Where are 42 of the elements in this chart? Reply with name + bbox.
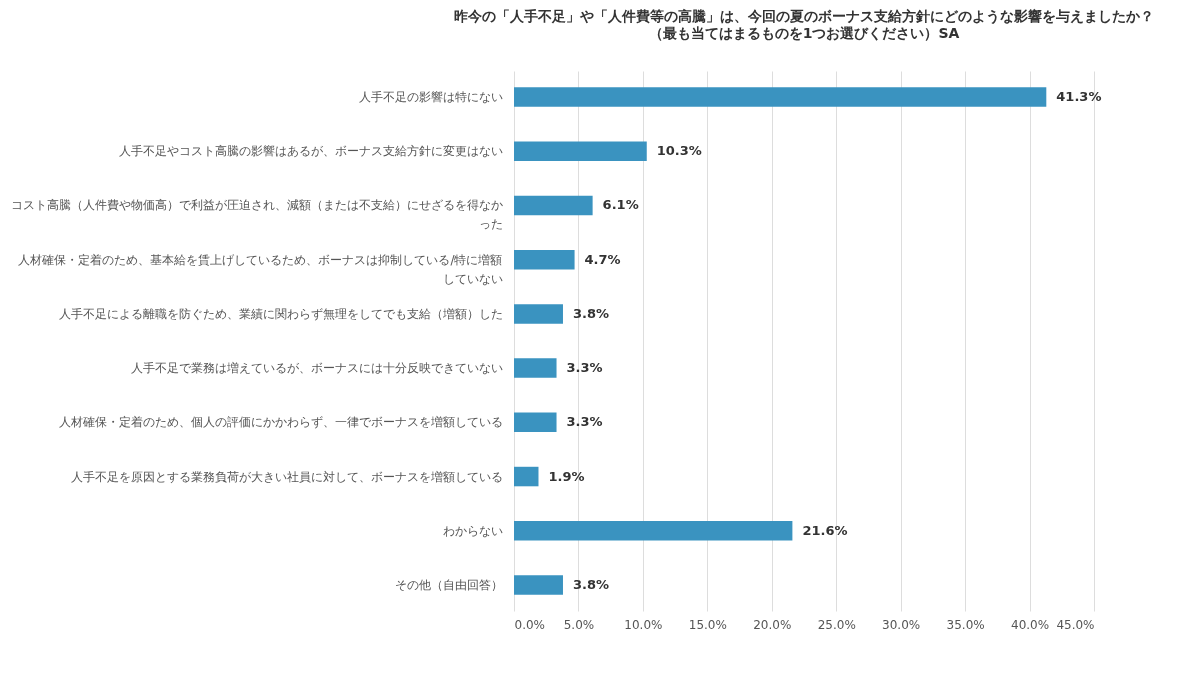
- data-label: 3.8%: [572, 305, 610, 321]
- bar: [514, 521, 793, 541]
- y-tick-label: 人材確保・定着のため、基本給を賃上げしているため、ボーナスは抑制している/特に増額していない: [18, 252, 503, 286]
- bar: [514, 195, 593, 216]
- bar: [514, 87, 1047, 107]
- y-tick-label: コスト高騰（人件費や物価高）で利益が圧迫され、減額（または不支給）にせざるを得なかった: [10, 198, 503, 232]
- x-tick-label: 10.0%: [624, 617, 663, 632]
- data-label: 4.7%: [584, 251, 621, 267]
- bar: [514, 412, 557, 433]
- x-tick-label: 5.0%: [563, 617, 595, 632]
- x-tick-label: 25.0%: [817, 617, 856, 632]
- bar: [514, 466, 539, 487]
- x-tick-label: 30.0%: [882, 617, 921, 632]
- y-tick-label: 人手不足による離職を防ぐため、業績に関わらず無理をしてでも支給（増額）した: [58, 306, 503, 321]
- chart-subtitle: （最も当てはまるものを1つお選びください）SA: [648, 25, 960, 41]
- bar: [514, 358, 557, 378]
- x-tick-label: 20.0%: [753, 617, 792, 632]
- bar: [514, 575, 563, 595]
- x-tick-label: 0.0%: [514, 617, 545, 632]
- data-label: 1.9%: [548, 468, 585, 484]
- data-label: 3.3%: [566, 360, 603, 376]
- y-tick-label: わからない: [442, 523, 503, 538]
- x-tick-label: 45.0%: [1056, 617, 1095, 632]
- x-tick-label: 35.0%: [946, 617, 985, 632]
- bar: [514, 304, 563, 324]
- y-tick-label: 人手不足やコスト高騰の影響はあるが、ボーナス支給方針に変更はない: [118, 144, 503, 159]
- y-tick-label: 人手不足で業務は増えているが、ボーナスには十分反映できていない: [130, 361, 503, 376]
- y-tick-label: 人手不足を原因とする業務負荷が大きい社員に対して、ボーナスを増額している: [70, 469, 503, 484]
- bar: [514, 249, 575, 270]
- x-tick-label: 15.0%: [688, 617, 727, 632]
- data-label: 3.8%: [572, 576, 610, 592]
- data-label: 21.6%: [802, 522, 848, 538]
- data-label: 3.3%: [566, 414, 603, 430]
- data-label: 6.1%: [602, 197, 639, 213]
- y-tick-label: 人手不足の影響は特にない: [358, 90, 503, 105]
- data-label: 41.3%: [1056, 89, 1102, 105]
- data-label: 10.3%: [656, 143, 702, 159]
- y-tick-label: 人材確保・定着のため、個人の評価にかかわらず、一律でボーナスを増額している: [58, 415, 503, 430]
- chart-title: 昨今の「人手不足」や「人件費等の高騰」は、今回の夏のボーナス支給方針にどのような影響を与えましたか？: [454, 8, 1154, 25]
- x-tick-label: 40.0%: [1010, 617, 1050, 632]
- bar: [514, 141, 647, 161]
- y-tick-label: その他（自由回答）: [394, 577, 503, 592]
